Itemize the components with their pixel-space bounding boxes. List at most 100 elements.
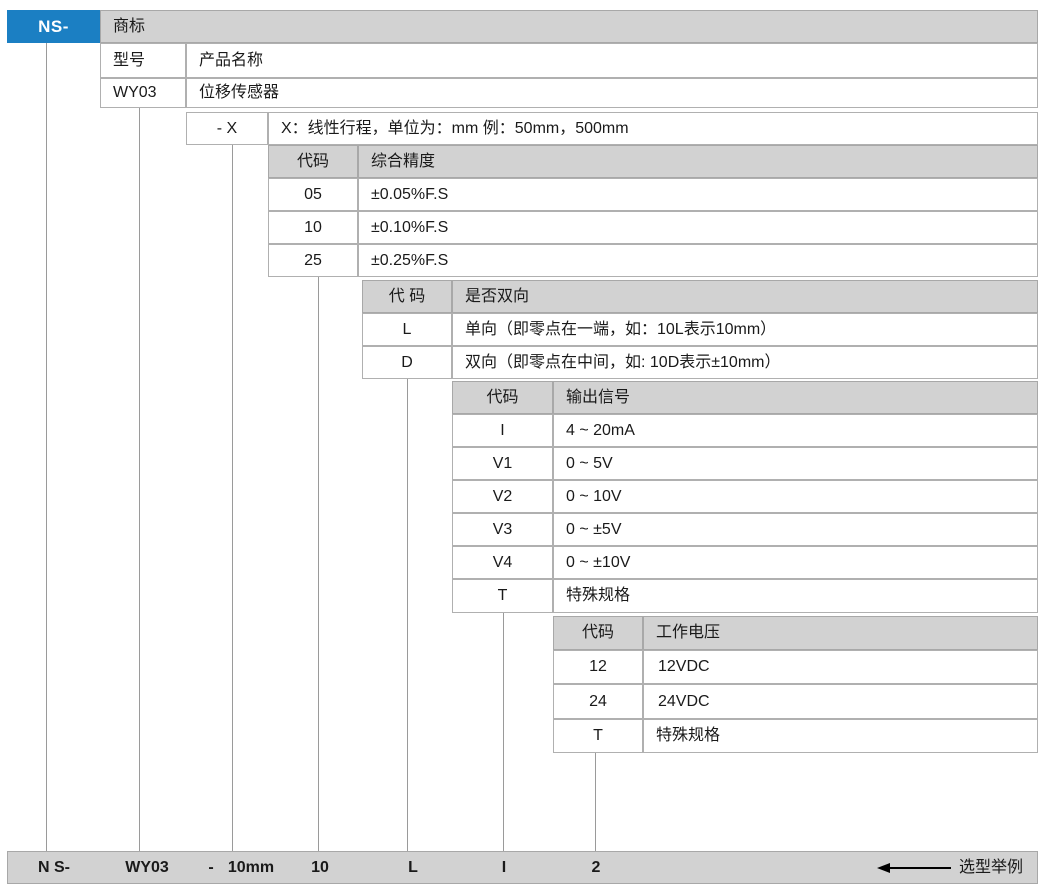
voltage-row-code: 12 xyxy=(553,650,643,684)
accuracy-desc-text: ±0.25%F.S xyxy=(371,251,449,269)
output-desc-header-cell: 输出信号 xyxy=(553,381,1038,414)
output-row-code: T xyxy=(452,579,553,613)
stroke-desc-text: X：线性行程，单位为：mm 例：50mm，500mm xyxy=(281,119,629,137)
accuracy-code-text: 05 xyxy=(304,185,322,203)
example-item-dash: - xyxy=(208,859,214,876)
example-item-output: I xyxy=(501,859,507,876)
accuracy-code-header-cell: 代码 xyxy=(268,145,358,178)
stroke-desc-cell: X：线性行程，单位为：mm 例：50mm，500mm xyxy=(268,112,1038,145)
voltage-desc-text: 特殊规格 xyxy=(656,727,721,744)
output-desc-text: 0 ~ 5V xyxy=(566,454,613,472)
accuracy-row-code: 05 xyxy=(268,178,358,211)
direction-code-header-cell: 代 码 xyxy=(362,280,452,313)
output-row-code: V4 xyxy=(452,546,553,579)
example-bar: N S- WY03 - 10mm 10 L I 2 选型举例 xyxy=(7,851,1038,884)
stroke-code-cell: - X xyxy=(186,112,268,145)
output-code-text: I xyxy=(500,421,505,439)
voltage-row-desc: 24VDC xyxy=(643,684,1038,719)
direction-row-desc: 单向（即零点在一端，如：10L表示10mm） xyxy=(452,313,1038,346)
direction-desc-text: 单向（即零点在一端，如：10L表示10mm） xyxy=(465,320,777,338)
voltage-desc-text: 24VDC xyxy=(658,692,710,710)
model-name-header-cell: 产品名称 xyxy=(186,43,1038,78)
accuracy-row-desc: ±0.10%F.S xyxy=(358,211,1038,244)
accuracy-code-header-text: 代码 xyxy=(296,152,329,170)
accuracy-desc-header-cell: 综合精度 xyxy=(358,145,1038,178)
output-code-text: V2 xyxy=(492,487,513,505)
accuracy-desc-text: ±0.05%F.S xyxy=(371,185,449,203)
output-code-text: V3 xyxy=(492,520,513,538)
accuracy-row-desc: ±0.05%F.S xyxy=(358,178,1038,211)
connector-line-stroke xyxy=(232,145,233,851)
voltage-code-text: 24 xyxy=(589,692,607,710)
connector-line-model xyxy=(139,108,140,851)
output-desc-text: 4 ~ 20mA xyxy=(566,421,635,439)
model-code-cell: WY03 xyxy=(100,78,186,108)
model-code-text: WY03 xyxy=(113,84,157,101)
brand-label-text: 商标 xyxy=(113,17,146,35)
connector-line-direction xyxy=(407,377,408,851)
direction-code-text: D xyxy=(401,353,413,371)
model-name-header-text: 产品名称 xyxy=(199,51,264,69)
example-item-direction: L xyxy=(408,859,418,876)
output-desc-text: 0 ~ ±5V xyxy=(566,520,622,538)
direction-desc-text: 双向（即零点在中间，如: 10D表示±10mm） xyxy=(465,353,781,371)
voltage-desc-header-cell: 工作电压 xyxy=(643,616,1038,650)
connector-line-output xyxy=(503,613,504,851)
example-item-model: WY03 xyxy=(125,859,169,876)
output-code-text: V1 xyxy=(492,454,513,472)
model-name-cell: 位移传感器 xyxy=(186,78,1038,108)
output-desc-text: 特殊规格 xyxy=(566,587,631,604)
direction-desc-header-cell: 是否双向 xyxy=(452,280,1038,313)
brand-code-text: NS- xyxy=(38,17,69,36)
output-code-header-cell: 代码 xyxy=(452,381,553,414)
direction-code-text: L xyxy=(402,320,412,338)
connector-line-voltage xyxy=(595,753,596,851)
voltage-code-header-text: 代码 xyxy=(581,624,614,641)
voltage-row-code: T xyxy=(553,719,643,753)
accuracy-desc-text: ±0.10%F.S xyxy=(371,218,449,236)
output-code-text: V4 xyxy=(492,553,513,571)
voltage-row-desc: 特殊规格 xyxy=(643,719,1038,753)
direction-row-code: L xyxy=(362,313,452,346)
output-desc-text: 0 ~ 10V xyxy=(566,487,622,505)
accuracy-row-code: 10 xyxy=(268,211,358,244)
output-row-desc: 4 ~ 20mA xyxy=(553,414,1038,447)
output-row-desc: 0 ~ 5V xyxy=(553,447,1038,480)
direction-code-header-text: 代 码 xyxy=(388,287,426,305)
output-row-desc: 0 ~ 10V xyxy=(553,480,1038,513)
accuracy-row-desc: ±0.25%F.S xyxy=(358,244,1038,277)
accuracy-code-text: 10 xyxy=(304,218,322,236)
voltage-code-text: T xyxy=(593,727,603,744)
brand-code-cell: NS- xyxy=(7,10,100,43)
direction-row-code: D xyxy=(362,346,452,379)
output-row-code: V2 xyxy=(452,480,553,513)
voltage-code-text: 12 xyxy=(589,658,607,675)
model-name-text: 位移传感器 xyxy=(199,84,280,101)
voltage-code-header-cell: 代码 xyxy=(553,616,643,650)
output-row-code: I xyxy=(452,414,553,447)
direction-desc-header-text: 是否双向 xyxy=(465,287,530,305)
output-code-header-text: 代码 xyxy=(486,388,519,406)
accuracy-code-text: 25 xyxy=(304,251,322,269)
direction-row-desc: 双向（即零点在中间，如: 10D表示±10mm） xyxy=(452,346,1038,379)
output-code-text: T xyxy=(497,587,508,604)
connector-line-brand xyxy=(46,43,47,851)
accuracy-row-code: 25 xyxy=(268,244,358,277)
voltage-row-code: 24 xyxy=(553,684,643,719)
voltage-row-desc: 12VDC xyxy=(643,650,1038,684)
output-row-code: V3 xyxy=(452,513,553,546)
voltage-desc-text: 12VDC xyxy=(658,658,710,675)
example-item-voltage: 2 xyxy=(591,859,601,876)
brand-label-cell: 商标 xyxy=(100,10,1038,43)
output-row-desc: 特殊规格 xyxy=(553,579,1038,613)
example-item-accuracy: 10 xyxy=(311,859,329,876)
voltage-desc-header-text: 工作电压 xyxy=(656,624,721,641)
model-code-header-text: 型号 xyxy=(113,51,146,69)
example-item-stroke: 10mm xyxy=(227,859,275,876)
model-code-header-cell: 型号 xyxy=(100,43,186,78)
example-item-brand: N S- xyxy=(38,859,70,876)
stroke-code-text: - X xyxy=(216,119,238,137)
output-row-code: V1 xyxy=(452,447,553,480)
connector-line-accuracy xyxy=(318,277,319,851)
